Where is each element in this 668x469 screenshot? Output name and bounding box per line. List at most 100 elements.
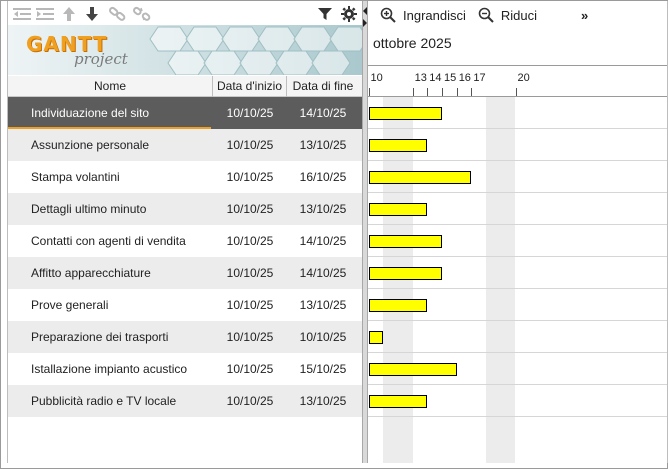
task-end-cell: 13/10/25 xyxy=(299,394,347,408)
zoom-in-label: Ingrandisci xyxy=(403,7,466,23)
task-name-cell: Stampa volantini xyxy=(31,170,120,184)
collapse-right-icon[interactable] xyxy=(363,19,367,27)
timeline-day-label: 10 xyxy=(370,72,383,84)
timeline-day-label: 14 xyxy=(429,72,442,84)
task-start-cell: 10/10/25 xyxy=(226,330,274,344)
weekend-column xyxy=(486,97,516,463)
task-start-cell: 10/10/25 xyxy=(226,394,274,408)
task-table-pane: GANTT project Nome Data d'inizio Data di… xyxy=(7,1,363,463)
task-end-cell: 14/10/25 xyxy=(299,234,347,248)
task-end-cell: 13/10/25 xyxy=(299,138,347,152)
chart-row-separator xyxy=(368,160,667,161)
task-row[interactable]: Prove generali 10/10/25 13/10/25 xyxy=(8,289,363,321)
task-row[interactable]: Dettagli ultimo minuto 10/10/25 13/10/25 xyxy=(8,193,363,225)
task-bar[interactable] xyxy=(368,363,457,376)
gantt-chart-pane: Ingrandisci Riduci » ottobre 2025 10 13 14… xyxy=(368,1,668,463)
task-start-cell: 10/10/25 xyxy=(226,266,274,280)
outdent-icon[interactable] xyxy=(12,3,32,25)
task-bar[interactable] xyxy=(368,267,442,280)
pane-splitter[interactable] xyxy=(362,1,368,463)
timeline-tick xyxy=(368,88,370,96)
zoom-toolbar: Ingrandisci Riduci » xyxy=(368,3,667,27)
move-down-icon[interactable] xyxy=(83,3,101,25)
timeline-day-label: 16 xyxy=(458,72,471,84)
logo-gantt-text: GANTT xyxy=(26,32,108,56)
task-bar[interactable] xyxy=(368,139,428,152)
indent-icon[interactable] xyxy=(35,3,55,25)
task-end-cell: 13/10/25 xyxy=(299,298,347,312)
timeline-day-label: 15 xyxy=(444,72,457,84)
zoom-out-button[interactable]: Riduci xyxy=(478,7,537,23)
timeline-month: ottobre 2025 xyxy=(373,35,452,51)
task-bar[interactable] xyxy=(368,171,472,184)
move-up-icon[interactable] xyxy=(60,3,78,25)
task-row[interactable]: Preparazione dei trasporti 10/10/25 10/10/… xyxy=(8,321,363,353)
zoom-in-icon xyxy=(380,7,396,23)
gantt-chart-area[interactable] xyxy=(368,97,667,463)
chart-row-separator xyxy=(368,224,667,225)
task-start-cell: 10/10/25 xyxy=(226,202,274,216)
more-button[interactable]: » xyxy=(581,8,589,23)
zoom-out-label: Riduci xyxy=(500,7,537,23)
column-header-start-date[interactable]: Data d'inizio xyxy=(213,76,287,97)
timeline-day-label: 20 xyxy=(517,72,530,84)
task-start-cell: 10/10/25 xyxy=(226,362,274,376)
task-name-cell: Istallazione impianto acustico xyxy=(31,362,188,376)
timeline-tick xyxy=(515,88,517,96)
task-name-cell: Prove generali xyxy=(31,298,109,312)
chart-row-separator xyxy=(368,128,667,129)
task-bar[interactable] xyxy=(368,235,442,248)
chart-row-separator xyxy=(368,256,667,257)
timeline-tick xyxy=(456,88,458,96)
task-toolbar xyxy=(8,3,363,25)
task-row[interactable]: Assunzione personale 10/10/25 13/10/25 xyxy=(8,129,363,161)
unlink-icon[interactable] xyxy=(132,3,152,25)
filter-icon[interactable] xyxy=(316,3,334,25)
chart-row-separator xyxy=(368,384,667,385)
task-row[interactable]: Contatti con agenti di vendita 10/10/25 14… xyxy=(8,225,363,257)
task-row[interactable]: Pubblicità radio e TV locale 10/10/25 13/1… xyxy=(8,385,363,417)
task-end-cell: 10/10/25 xyxy=(299,330,347,344)
zoom-in-button[interactable]: Ingrandisci xyxy=(380,7,466,23)
task-name-cell: Individuazione del sito xyxy=(31,106,150,120)
task-start-cell: 10/10/25 xyxy=(226,106,274,120)
chart-row-separator xyxy=(368,192,667,193)
logo-project-text: project xyxy=(74,50,128,68)
timeline-tick xyxy=(412,88,414,96)
collapse-left-icon[interactable] xyxy=(363,7,367,15)
task-row[interactable]: Stampa volantini 10/10/25 16/10/25 xyxy=(8,161,363,193)
task-bar[interactable] xyxy=(368,331,384,344)
chart-row-separator xyxy=(368,288,667,289)
chart-row-separator xyxy=(368,320,667,321)
task-start-cell: 10/10/25 xyxy=(226,234,274,248)
task-row[interactable]: Affitto apparecchiature 10/10/25 14/10/25 xyxy=(8,257,363,289)
task-end-cell: 13/10/25 xyxy=(299,202,347,216)
task-start-cell: 10/10/25 xyxy=(226,170,274,184)
task-name-cell: Preparazione dei trasporti xyxy=(31,330,169,344)
task-bar[interactable] xyxy=(368,299,428,312)
column-header-name[interactable]: Nome xyxy=(8,76,213,97)
timeline-tick xyxy=(471,88,473,96)
task-name-cell: Pubblicità radio e TV locale xyxy=(31,394,177,408)
ganttproject-logo: GANTT project xyxy=(8,25,363,75)
task-start-cell: 10/10/25 xyxy=(226,138,274,152)
task-row[interactable]: Istallazione impianto acustico 10/10/25 15… xyxy=(8,353,363,385)
table-header: Nome Data d'inizio Data di fine xyxy=(8,76,363,97)
task-start-cell: 10/10/25 xyxy=(226,298,274,312)
timeline-day-label: 13 xyxy=(414,72,427,84)
link-icon[interactable] xyxy=(108,3,128,25)
chart-row-separator xyxy=(368,352,667,353)
chart-row-separator xyxy=(368,416,667,417)
gear-icon[interactable] xyxy=(339,3,359,25)
zoom-out-icon xyxy=(478,7,494,23)
task-end-cell: 14/10/25 xyxy=(299,266,347,280)
task-bar[interactable] xyxy=(368,395,428,408)
task-bar[interactable] xyxy=(368,203,428,216)
task-name-cell: Assunzione personale xyxy=(31,138,150,152)
task-end-cell: 14/10/25 xyxy=(299,106,347,120)
task-row[interactable]: Individuazione del sito 10/10/25 14/10/25 xyxy=(8,97,363,129)
column-header-end-date[interactable]: Data di fine xyxy=(292,79,354,93)
task-bar[interactable] xyxy=(368,107,442,120)
timeline-header: 10 13 14 15 16 17 20 xyxy=(368,65,667,97)
